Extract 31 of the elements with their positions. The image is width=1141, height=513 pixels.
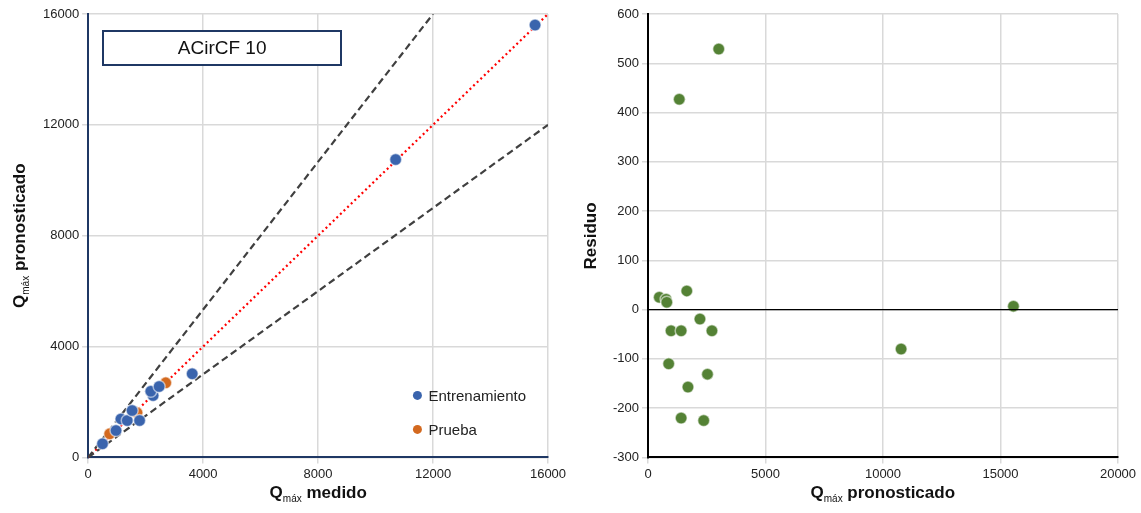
y-tick-label: 200 [617, 202, 640, 218]
y-tick-label: 400 [617, 104, 640, 120]
x-tick-label: 8000 [303, 465, 333, 481]
y-tick-label: 16000 [42, 5, 80, 21]
y-tick-label: 100 [617, 251, 640, 267]
y-tick-label: -100 [612, 350, 640, 366]
x-tick-label: 15000 [982, 465, 1019, 481]
x-tick-label: 0 [644, 465, 652, 481]
x-tick-label: 20000 [1099, 465, 1137, 481]
x-tick-label: 12000 [414, 465, 452, 481]
x-tick-label: 4000 [188, 465, 218, 481]
y-axis-title: Residuo [580, 202, 601, 270]
y-tick-label: 600 [617, 5, 640, 21]
y-tick-label: -300 [612, 448, 640, 464]
x-tick-label: 5000 [751, 465, 780, 481]
y-tick-label: 12000 [42, 116, 80, 132]
y-tick-label: 4000 [50, 338, 80, 354]
y-tick-label: 0 [71, 448, 80, 464]
legend-label: Prueba [428, 420, 478, 438]
y-tick-label: 8000 [50, 227, 80, 243]
legend-label: Entrenamiento [428, 386, 526, 404]
y-tick-label: -200 [612, 399, 640, 415]
x-tick-label: 16000 [529, 465, 567, 481]
x-axis-title: Q$_{máx}$ medido [269, 483, 367, 505]
text-box: ACirCF 10 [102, 30, 343, 66]
y-tick-label: 500 [617, 54, 640, 70]
x-tick-label: 0 [84, 465, 92, 481]
x-tick-label: 10000 [864, 465, 902, 481]
y-tick-label: 0 [631, 301, 640, 317]
y-tick-label: 300 [617, 153, 640, 169]
x-axis-title: Q$_{máx}$ pronosticado [810, 483, 956, 505]
